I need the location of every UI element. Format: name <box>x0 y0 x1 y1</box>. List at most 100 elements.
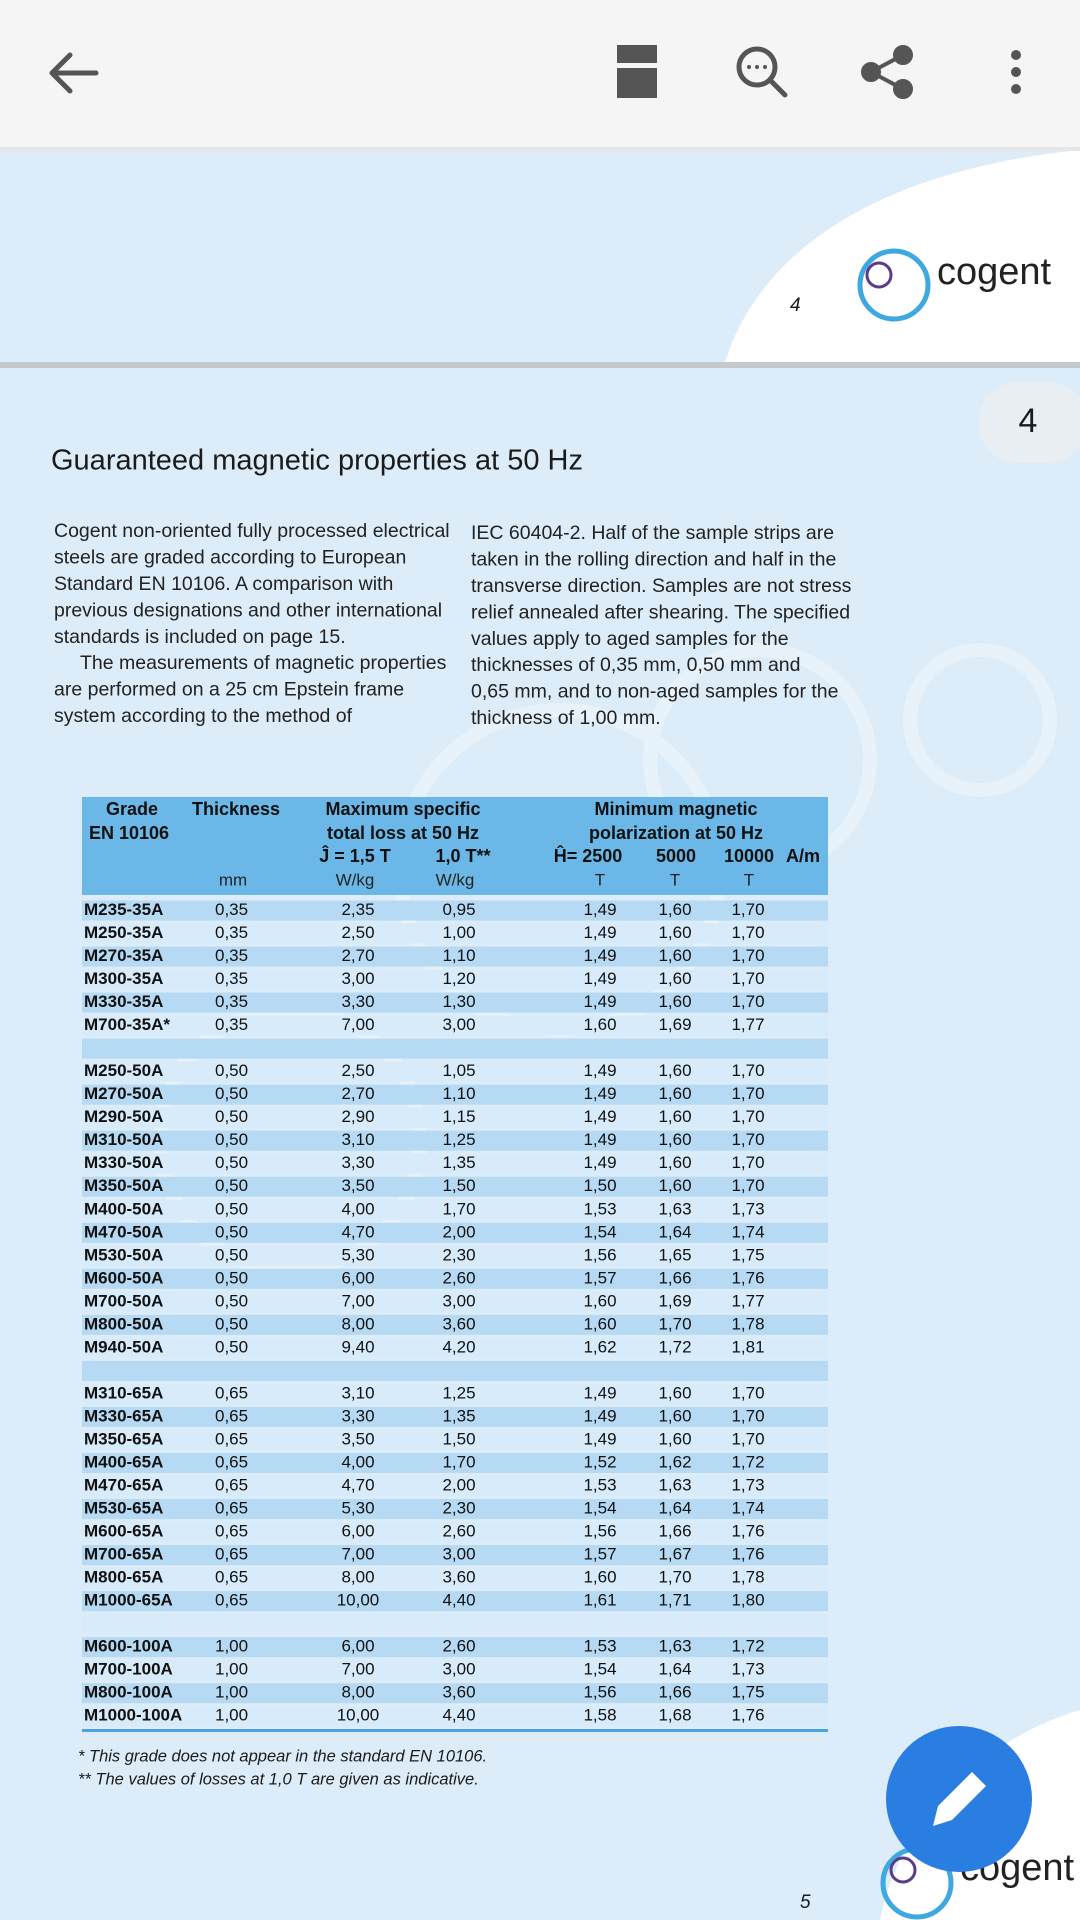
table-cell: 7,00 <box>341 1545 374 1564</box>
table-cell: 3,60 <box>442 1314 475 1333</box>
table-cell: 3,60 <box>442 1568 475 1587</box>
table-cell: 1,73 <box>731 1660 764 1679</box>
table-cell: 1,61 <box>583 1591 616 1610</box>
header-cell: Minimum magnetic <box>594 799 757 819</box>
header-cell: Grade <box>106 799 158 819</box>
table-cell: 6,00 <box>341 1522 374 1541</box>
table-cell: 1,35 <box>442 1153 475 1172</box>
table-cell: M530-65A <box>84 1499 163 1518</box>
row-band <box>82 1499 828 1520</box>
table-cell: M1000-100A <box>84 1706 182 1725</box>
paragraph-line: standards is included on page 15. <box>54 626 346 648</box>
table-cell: M940-50A <box>84 1337 163 1356</box>
table-cell: 0,35 <box>215 969 248 988</box>
row-band <box>82 1406 828 1427</box>
table-cell: 0,95 <box>442 900 475 919</box>
row-band <box>82 1015 828 1036</box>
table-cell: 1,49 <box>583 900 616 919</box>
table-cell: 2,70 <box>341 1084 374 1103</box>
table-cell: 1,60 <box>583 1568 616 1587</box>
table-cell: 0,35 <box>215 1015 248 1034</box>
header-units: mm W/kg W/kg T T T <box>219 870 754 889</box>
table-cell: 2,35 <box>341 900 374 919</box>
header-cells: Grade EN 10106 Thickness Maximum specifi… <box>89 799 820 866</box>
header-cell: Maximum specific <box>325 799 480 819</box>
header-unit: T <box>595 870 605 889</box>
row-band <box>82 1107 828 1128</box>
table-cell: 1,35 <box>442 1406 475 1425</box>
table-cell: 1,00 <box>442 923 475 942</box>
share-button[interactable] <box>861 45 913 99</box>
table-cell: 0,35 <box>215 923 248 942</box>
table-cell: M290-50A <box>84 1107 163 1126</box>
table-cell: 0,50 <box>215 1314 248 1333</box>
table-cell: M700-65A <box>84 1545 163 1564</box>
table-cell: 4,40 <box>442 1591 475 1610</box>
table-cell: M700-50A <box>84 1291 163 1310</box>
table-cell: 1,63 <box>658 1199 691 1218</box>
table-cell: 2,50 <box>341 923 374 942</box>
row-band <box>82 1130 828 1151</box>
table-cell: 1,70 <box>442 1452 475 1471</box>
table-cell: 1,60 <box>658 1383 691 1402</box>
table-cell: 1,70 <box>731 1176 764 1195</box>
table-cell: 1,60 <box>658 946 691 965</box>
table-cell: 1,76 <box>731 1706 764 1725</box>
table-cell: M600-50A <box>84 1268 163 1287</box>
row-band <box>82 992 828 1013</box>
table-cell: 3,10 <box>341 1130 374 1149</box>
reading-mode-button[interactable] <box>617 45 657 98</box>
table-cell: 1,77 <box>731 1015 764 1034</box>
header-cell: Ĥ= 2500 <box>554 845 623 866</box>
table-cell: 1,49 <box>583 969 616 988</box>
row-band <box>82 1245 828 1266</box>
table-cell: 1,60 <box>658 969 691 988</box>
table-cell: 0,65 <box>215 1568 248 1587</box>
table-cell: 1,70 <box>731 1130 764 1149</box>
row-band <box>82 1591 828 1612</box>
paragraph-line: relief annealed after shearing. The spec… <box>471 601 850 623</box>
table-cell: 1,10 <box>442 946 475 965</box>
paragraph-line: are performed on a 25 cm Epstein frame <box>54 679 404 701</box>
table-cell: 0,65 <box>215 1545 248 1564</box>
table-cell: 1,66 <box>658 1683 691 1702</box>
table-cell: 0,50 <box>215 1153 248 1172</box>
table-cell: 1,64 <box>658 1499 691 1518</box>
paragraph-line: values apply to aged samples for the <box>471 628 789 650</box>
table-cell: M250-35A <box>84 923 163 942</box>
row-band <box>82 1429 828 1450</box>
table-cell: M470-50A <box>84 1222 163 1241</box>
table-cell: 1,74 <box>731 1499 764 1518</box>
table-cell: 1,25 <box>442 1383 475 1402</box>
table-cell: 1,60 <box>658 1107 691 1126</box>
logo-ring <box>857 248 931 322</box>
table-cell: 1,71 <box>658 1591 691 1610</box>
table-cell: 2,30 <box>442 1499 475 1518</box>
table-cell: 4,70 <box>341 1475 374 1494</box>
table-cell: 0,65 <box>215 1429 248 1448</box>
table-cell: 1,49 <box>583 1084 616 1103</box>
row-band <box>82 1660 828 1681</box>
logo-dot <box>889 1856 917 1884</box>
table-cell: 1,63 <box>658 1637 691 1656</box>
row-band <box>82 1476 828 1497</box>
page-badge-number: 4 <box>1019 402 1038 440</box>
row-band <box>82 1038 828 1059</box>
back-button[interactable] <box>49 52 99 94</box>
table-cell: 1,60 <box>658 1153 691 1172</box>
menu-button[interactable] <box>1011 50 1021 94</box>
table-cell: 1,53 <box>583 1475 616 1494</box>
row-band <box>82 1291 828 1312</box>
row-band <box>82 1176 828 1197</box>
table-cell: 1,56 <box>583 1245 616 1264</box>
table-cell: 3,10 <box>341 1383 374 1402</box>
paragraph-line: previous designations and other internat… <box>54 599 442 621</box>
table-cell: 3,60 <box>442 1683 475 1702</box>
table-cell: 1,60 <box>658 992 691 1011</box>
edit-button[interactable] <box>886 1726 1032 1872</box>
table-cell: 1,60 <box>658 900 691 919</box>
table-cell: M600-65A <box>84 1522 163 1541</box>
table-cell: M250-50A <box>84 1061 163 1080</box>
search-button[interactable] <box>736 46 788 98</box>
page-separator <box>0 362 1080 368</box>
